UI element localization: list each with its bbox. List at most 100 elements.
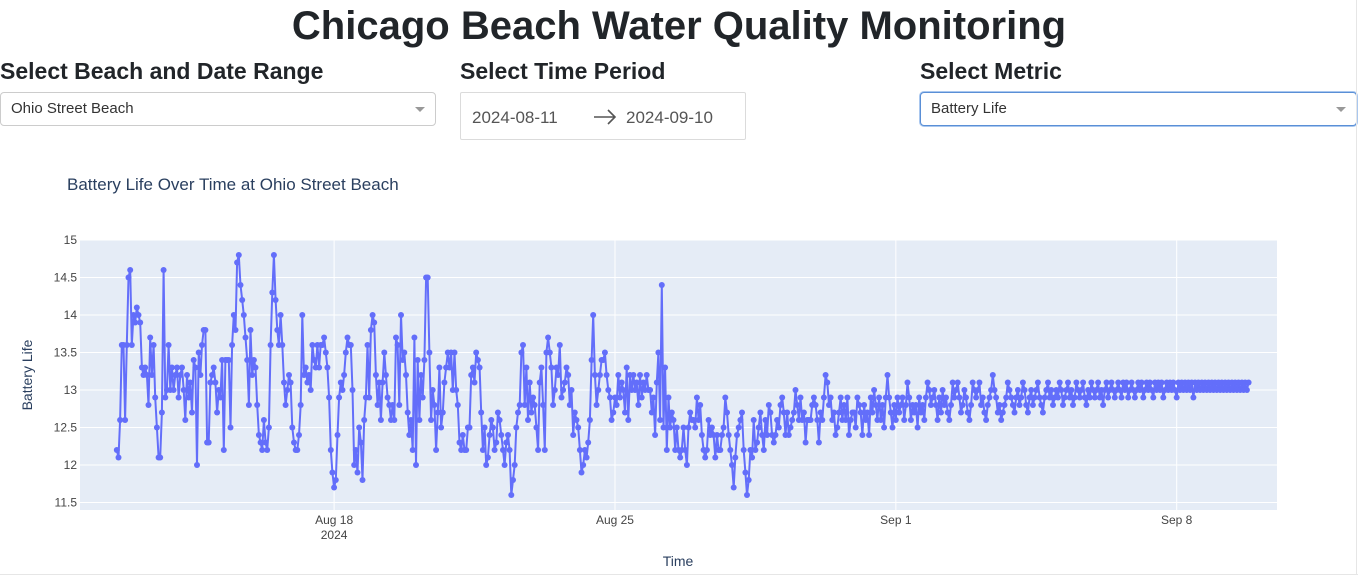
data-point xyxy=(454,402,461,408)
data-point xyxy=(794,402,801,408)
data-point xyxy=(301,372,307,378)
data-point xyxy=(677,454,684,461)
data-point xyxy=(687,409,694,416)
data-point xyxy=(608,417,615,423)
data-point xyxy=(824,379,831,386)
data-point xyxy=(994,409,1001,416)
data-point xyxy=(754,439,761,446)
data-point xyxy=(381,349,388,356)
data-point xyxy=(936,394,943,401)
plot-background xyxy=(80,240,1277,510)
data-point xyxy=(717,447,724,453)
data-point xyxy=(404,409,411,416)
data-point xyxy=(668,409,675,416)
data-point xyxy=(1085,387,1092,393)
data-point xyxy=(291,439,297,446)
data-point xyxy=(1046,394,1053,401)
data-point xyxy=(926,387,933,393)
data-point xyxy=(227,424,234,431)
data-point xyxy=(916,394,923,401)
data-point xyxy=(349,387,356,393)
metric-dropdown[interactable]: Battery Life xyxy=(920,92,1357,126)
data-point xyxy=(177,372,184,378)
data-point xyxy=(225,357,232,363)
data-point xyxy=(496,417,503,423)
data-point xyxy=(123,342,130,348)
data-point xyxy=(361,417,368,423)
data-point xyxy=(555,372,562,378)
data-point xyxy=(297,402,304,408)
y-tick-label: 14 xyxy=(64,308,78,322)
data-point xyxy=(501,462,508,468)
data-point xyxy=(1063,387,1070,393)
data-point xyxy=(446,364,453,371)
data-point xyxy=(478,409,485,416)
data-point xyxy=(964,409,971,416)
data-point xyxy=(369,312,376,318)
data-point xyxy=(1125,394,1132,401)
data-point xyxy=(856,402,863,408)
data-point xyxy=(927,402,934,408)
data-point xyxy=(319,342,326,348)
data-point xyxy=(1160,394,1167,401)
data-point xyxy=(979,394,986,401)
data-point xyxy=(610,409,617,416)
data-point xyxy=(807,417,814,423)
data-point xyxy=(1100,402,1107,408)
data-point xyxy=(128,342,135,348)
data-point xyxy=(473,349,480,356)
data-point xyxy=(563,364,570,371)
data-point xyxy=(185,394,192,401)
data-point xyxy=(588,357,595,363)
data-point xyxy=(921,417,928,423)
data-point xyxy=(481,424,488,431)
data-point xyxy=(772,432,779,438)
chevron-down-icon[interactable] xyxy=(415,107,425,112)
data-point xyxy=(1173,394,1180,401)
data-point xyxy=(652,432,659,438)
data-point xyxy=(287,379,294,386)
data-point xyxy=(817,409,824,416)
start-date-input[interactable]: 2024-08-11 xyxy=(472,108,558,127)
data-point xyxy=(235,252,242,258)
data-point xyxy=(929,394,936,401)
data-point xyxy=(779,394,786,401)
data-point xyxy=(797,394,804,401)
data-point xyxy=(933,402,939,408)
data-point xyxy=(959,402,966,408)
data-point xyxy=(1076,394,1083,401)
data-point xyxy=(421,357,428,363)
x-tick-label: Aug 25 xyxy=(596,513,634,527)
data-point xyxy=(254,402,261,408)
data-point xyxy=(329,469,336,476)
data-point xyxy=(879,402,886,408)
data-point xyxy=(331,484,338,491)
data-point xyxy=(1041,394,1048,401)
chevron-down-icon[interactable] xyxy=(1336,107,1346,112)
end-date-input[interactable]: 2024-09-10 xyxy=(626,108,713,127)
data-point xyxy=(377,417,384,423)
data-point xyxy=(356,424,363,431)
data-point xyxy=(762,417,769,423)
data-point xyxy=(133,304,140,311)
data-point xyxy=(739,409,745,416)
data-point xyxy=(735,424,742,431)
data-point xyxy=(523,364,530,371)
data-point xyxy=(398,312,404,318)
data-point xyxy=(486,432,493,438)
data-point xyxy=(558,394,565,401)
date-range-picker[interactable]: 2024-08-11 2024-09-10 xyxy=(460,92,746,140)
data-point xyxy=(1009,402,1016,408)
data-point xyxy=(876,394,883,401)
data-point xyxy=(506,447,513,453)
data-point xyxy=(306,372,312,378)
data-point xyxy=(650,394,657,401)
beach-dropdown[interactable]: Ohio Street Beach xyxy=(0,92,436,126)
data-point xyxy=(463,447,470,453)
data-point xyxy=(160,267,167,273)
data-point xyxy=(568,387,575,393)
data-point xyxy=(978,402,985,408)
data-point xyxy=(344,334,351,341)
data-point xyxy=(518,349,525,356)
data-point xyxy=(757,409,764,416)
